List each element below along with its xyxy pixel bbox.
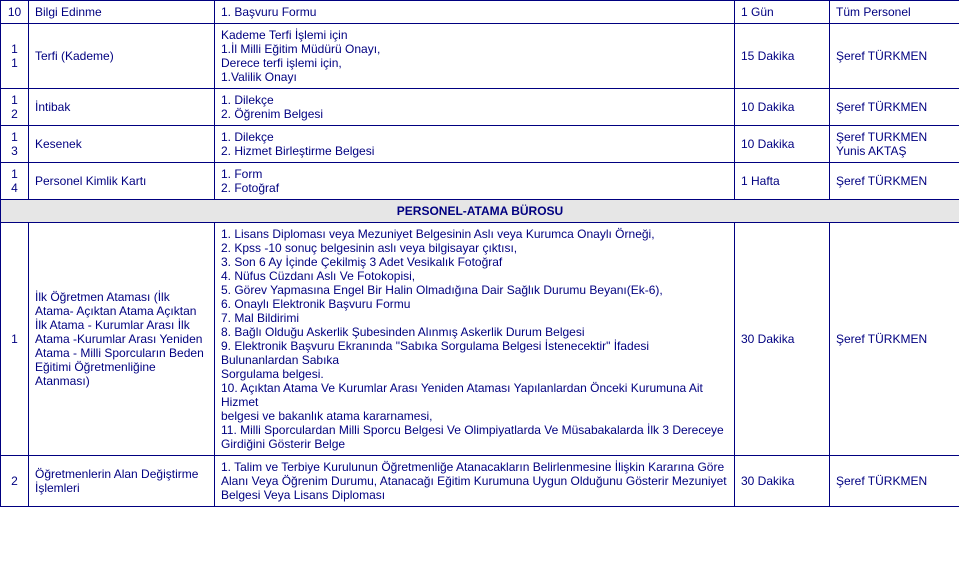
- row-number: 1 1: [1, 24, 29, 89]
- row-number: 1 4: [1, 163, 29, 200]
- row-number: 1 3: [1, 126, 29, 163]
- row-duration: 30 Dakika: [735, 223, 830, 456]
- table-row: 1 2İntibak1. Dilekçe 2. Öğrenim Belgesi1…: [1, 89, 959, 126]
- row-name: Kesenek: [29, 126, 215, 163]
- row-desc: 1. Başvuru Formu: [215, 1, 735, 24]
- table-row: 1İlk Öğretmen Ataması (İlk Atama- Açıkta…: [1, 223, 959, 456]
- row-duration: 10 Dakika: [735, 126, 830, 163]
- table-row: 1 1Terfi (Kademe)Kademe Terfi İşlemi içi…: [1, 24, 959, 89]
- section-header: PERSONEL-ATAMA BÜROSU: [1, 200, 959, 223]
- table-row: 1 4Personel Kimlik Kartı1. Form 2. Fotoğ…: [1, 163, 959, 200]
- row-responsible: Şeref TÜRKMEN: [830, 163, 959, 200]
- row-number: 10: [1, 1, 29, 24]
- row-number: 1: [1, 223, 29, 456]
- table-row: 2Öğretmenlerin Alan Değiştirme İşlemleri…: [1, 456, 959, 507]
- row-responsible: Şeref TÜRKMEN: [830, 223, 959, 456]
- row-responsible: Şeref TÜRKMEN: [830, 456, 959, 507]
- row-desc: 1. Talim ve Terbiye Kurulunun Öğretmenli…: [215, 456, 735, 507]
- row-name: Öğretmenlerin Alan Değiştirme İşlemleri: [29, 456, 215, 507]
- row-name: Terfi (Kademe): [29, 24, 215, 89]
- row-desc: 1. Dilekçe 2. Hizmet Birleştirme Belgesi: [215, 126, 735, 163]
- row-responsible: Şeref TURKMEN Yunis AKTAŞ: [830, 126, 959, 163]
- row-name: Personel Kimlik Kartı: [29, 163, 215, 200]
- row-desc: 1. Lisans Diploması veya Mezuniyet Belge…: [215, 223, 735, 456]
- row-number: 1 2: [1, 89, 29, 126]
- row-duration: 10 Dakika: [735, 89, 830, 126]
- row-number: 2: [1, 456, 29, 507]
- row-desc: 1. Dilekçe 2. Öğrenim Belgesi: [215, 89, 735, 126]
- row-name: Bilgi Edinme: [29, 1, 215, 24]
- row-name: İntibak: [29, 89, 215, 126]
- row-responsible: Tüm Personel: [830, 1, 959, 24]
- row-duration: 1 Hafta: [735, 163, 830, 200]
- row-responsible: Şeref TÜRKMEN: [830, 89, 959, 126]
- row-name: İlk Öğretmen Ataması (İlk Atama- Açıktan…: [29, 223, 215, 456]
- row-duration: 30 Dakika: [735, 456, 830, 507]
- table-row: 10Bilgi Edinme1. Başvuru Formu1 GünTüm P…: [1, 1, 959, 24]
- row-duration: 15 Dakika: [735, 24, 830, 89]
- row-duration: 1 Gün: [735, 1, 830, 24]
- row-desc: Kademe Terfi İşlemi için 1.İl Milli Eğit…: [215, 24, 735, 89]
- row-responsible: Şeref TÜRKMEN: [830, 24, 959, 89]
- section-header-row: PERSONEL-ATAMA BÜROSU: [1, 200, 959, 223]
- row-desc: 1. Form 2. Fotoğraf: [215, 163, 735, 200]
- table-row: 1 3Kesenek1. Dilekçe 2. Hizmet Birleştir…: [1, 126, 959, 163]
